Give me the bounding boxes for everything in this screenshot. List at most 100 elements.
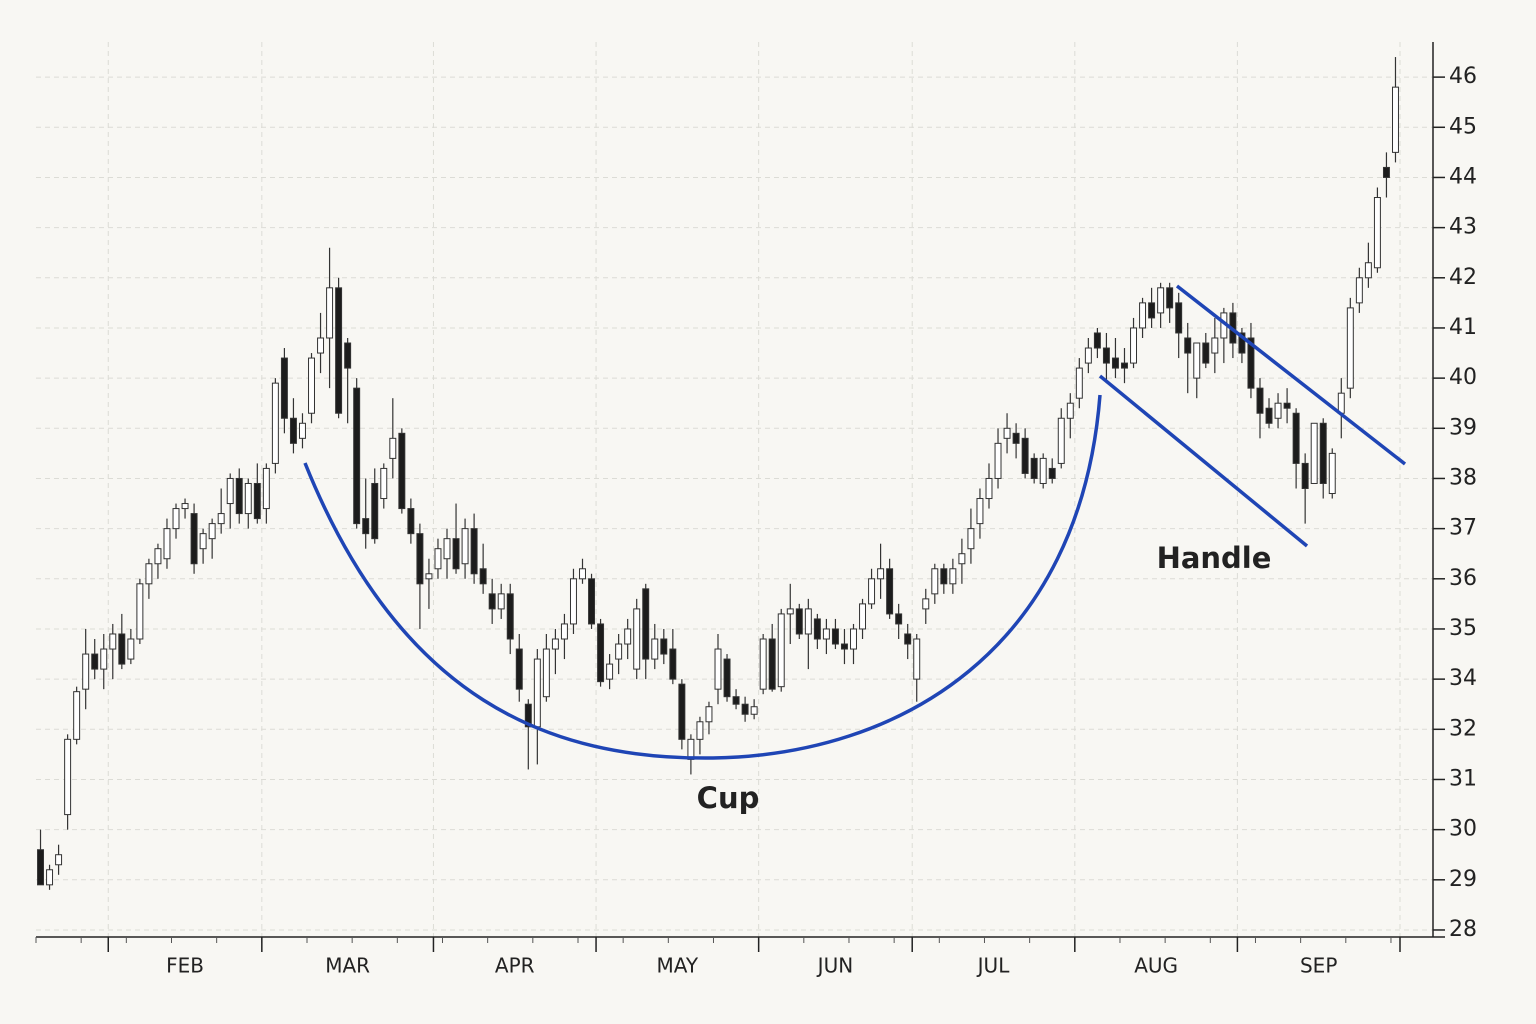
candle-body (73, 691, 81, 740)
candle-body (199, 533, 207, 550)
candle-body (859, 603, 867, 630)
candle-body (1256, 387, 1264, 414)
candle-body (226, 477, 234, 505)
candle-body (651, 638, 659, 660)
candle-body (1355, 277, 1363, 304)
y-tick-label: 36 (1449, 566, 1477, 591)
candle-body (850, 628, 857, 650)
candle-body (804, 608, 812, 635)
candle-body (922, 598, 930, 610)
candle-body (669, 648, 677, 680)
candle-body (768, 638, 776, 690)
y-tick-label: 32 (1449, 716, 1477, 741)
candle-body (452, 538, 460, 570)
candle-body (91, 653, 99, 670)
candle-body (606, 663, 614, 680)
candle-body (913, 638, 921, 680)
candle-body (723, 658, 731, 698)
y-tick-label: 40 (1449, 365, 1477, 390)
candle-body (1310, 422, 1318, 484)
candle-body (1039, 457, 1047, 484)
candle-body (1337, 392, 1345, 414)
candle-body (1121, 362, 1128, 369)
candle-body (380, 467, 388, 500)
candle-body (579, 568, 586, 580)
x-tick-label: JUN (816, 954, 854, 978)
candle-body (1283, 402, 1291, 409)
handle-line (1098, 374, 1309, 548)
candle-body (958, 553, 966, 565)
candle-body (1175, 302, 1183, 334)
candle-body (1346, 307, 1354, 389)
candle-body (416, 533, 424, 585)
candle-body (64, 738, 72, 816)
candle-body (136, 583, 144, 640)
candle-body (1066, 402, 1074, 419)
candle-body (1021, 437, 1029, 474)
y-tick-label: 38 (1449, 465, 1477, 490)
candle-body (262, 467, 270, 510)
x-tick-label: MAR (325, 954, 370, 978)
candle-body (1364, 262, 1372, 279)
candle-body (181, 503, 189, 510)
y-tick-label: 45 (1449, 114, 1477, 139)
candle-body (1319, 422, 1327, 484)
candles (37, 57, 1399, 890)
candle-body (298, 422, 306, 439)
candle-body (470, 528, 478, 575)
candle-body (1111, 357, 1119, 369)
candle-body (163, 528, 171, 560)
candle-body (344, 342, 352, 369)
annotations: Cup Handle (303, 284, 1407, 815)
candle-body (1139, 302, 1147, 329)
cup-arc (303, 394, 1102, 760)
candle-body (479, 568, 487, 585)
candle-body (353, 387, 361, 525)
candle-body (335, 287, 343, 414)
candle-body (795, 608, 803, 635)
candle-body (822, 628, 830, 640)
candle-body (407, 508, 415, 535)
candle-body (786, 608, 794, 615)
candle-body (542, 648, 550, 698)
cup-label: Cup (697, 781, 760, 815)
x-tick-label: APR (495, 954, 535, 978)
candle-body (750, 706, 758, 715)
candle-body (777, 613, 785, 688)
candle-body (1184, 337, 1192, 354)
handle-label: Handle (1157, 541, 1272, 575)
candle-body (506, 593, 514, 640)
y-tick-label: 29 (1449, 867, 1477, 892)
candle-body (678, 683, 686, 740)
candle-body (877, 568, 885, 580)
x-tick-label: JUL (976, 954, 1011, 978)
candle-body (597, 623, 605, 683)
candle-body (434, 548, 442, 570)
grid (36, 42, 1433, 937)
candle-body (985, 477, 993, 500)
candle-body (732, 696, 740, 705)
candle-body (244, 482, 252, 515)
candle-body (37, 849, 44, 886)
candle-body (425, 573, 433, 580)
candle-body (1166, 287, 1174, 309)
candle-body (569, 578, 577, 625)
candle-body (904, 633, 912, 645)
candle-body (1193, 342, 1201, 379)
candle-body (714, 648, 722, 690)
candle-body (1148, 302, 1156, 319)
candle-body (1292, 412, 1300, 464)
candle-body (1265, 407, 1273, 424)
candle-body (696, 721, 704, 740)
candle-body (217, 513, 225, 525)
candle-body (154, 548, 162, 565)
candle-body (976, 498, 984, 525)
candle-body (588, 578, 596, 625)
y-tick-label: 37 (1449, 516, 1477, 541)
y-tick-label: 43 (1449, 215, 1477, 240)
candle-body (488, 593, 496, 610)
candle-body (317, 337, 325, 354)
candle-body (443, 538, 451, 560)
candle-body (389, 437, 397, 459)
candle-body (1202, 342, 1210, 364)
